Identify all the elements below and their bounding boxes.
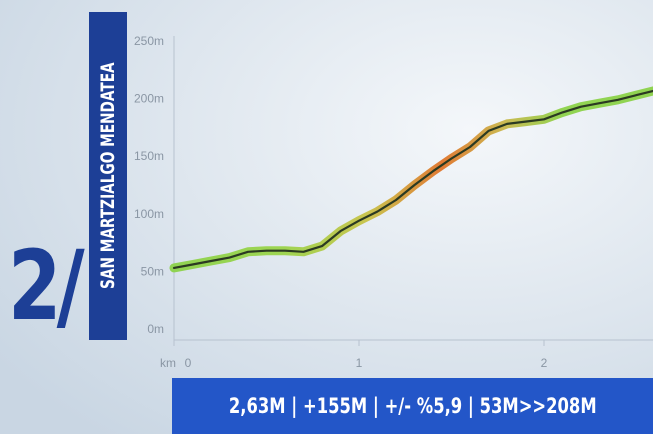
y-tick-label: 0m	[147, 322, 164, 336]
y-tick-label: 50m	[141, 264, 164, 278]
x-tick-label: 1	[356, 356, 363, 370]
y-tick-label: 100m	[134, 207, 164, 221]
route-name-label: SAN MARTZIALGO MENDATEA	[97, 62, 119, 290]
stats-summary: 2,63M | +155M | +/- %5,9 | 53M>>208M	[172, 378, 653, 434]
route-name: SAN MARTZIALGO MENDATEA	[89, 12, 127, 340]
y-tick-label: 250m	[134, 34, 164, 48]
elevation-line	[172, 89, 653, 269]
x-tick-label: 0	[185, 356, 192, 370]
x-tick-label: 2	[541, 356, 548, 370]
x-axis-ticks: 0 1 2	[173, 340, 548, 370]
route-name-banner	[89, 12, 127, 340]
y-tick-label: 150m	[134, 149, 164, 163]
y-tick-label: 200m	[134, 92, 164, 106]
elevation-series	[169, 86, 653, 273]
x-unit-label: km	[160, 356, 176, 370]
stats-bar	[172, 378, 653, 434]
stage-number: 2/	[8, 230, 85, 342]
stats-summary-label: 2,63M | +155M | +/- %5,9 | 53M>>208M	[228, 394, 597, 418]
y-axis-ticks: 0m 50m 100m 150m 200m 250m	[134, 34, 164, 336]
